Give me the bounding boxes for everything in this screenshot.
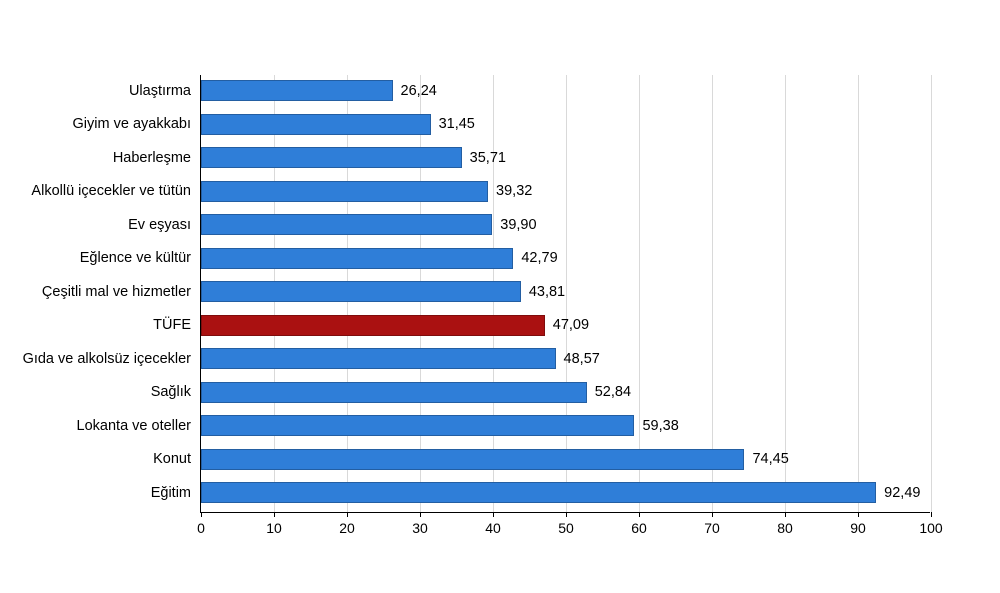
bar (201, 214, 492, 235)
x-axis-label: 100 (919, 520, 942, 536)
x-axis-label: 70 (704, 520, 720, 536)
x-axis-label: 80 (777, 520, 793, 536)
category-label: Ev eşyası (128, 217, 191, 233)
gridline (785, 75, 786, 512)
bar (201, 348, 556, 369)
x-axis-label: 30 (412, 520, 428, 536)
value-label: 59,38 (642, 418, 678, 434)
x-axis-label: 10 (266, 520, 282, 536)
x-axis-label: 0 (197, 520, 205, 536)
x-tick (420, 512, 421, 517)
x-axis-label: 40 (485, 520, 501, 536)
bar (201, 281, 521, 302)
value-label: 48,57 (564, 351, 600, 367)
value-label: 52,84 (595, 384, 631, 400)
x-axis-label: 60 (631, 520, 647, 536)
value-label: 39,90 (500, 217, 536, 233)
x-tick (712, 512, 713, 517)
category-label: Konut (153, 451, 191, 467)
x-tick (201, 512, 202, 517)
plot-area: 0102030405060708090100Ulaştırma26,24Giyi… (200, 75, 930, 513)
bar (201, 482, 876, 503)
bar (201, 147, 462, 168)
gridline (858, 75, 859, 512)
x-tick (931, 512, 932, 517)
x-tick (493, 512, 494, 517)
bar (201, 315, 545, 336)
value-label: 47,09 (553, 317, 589, 333)
value-label: 35,71 (470, 150, 506, 166)
x-tick (858, 512, 859, 517)
bar (201, 449, 744, 470)
category-label: Alkollü içecekler ve tütün (31, 183, 191, 199)
category-label: Çeşitli mal ve hizmetler (42, 284, 191, 300)
x-axis-label: 50 (558, 520, 574, 536)
x-tick (566, 512, 567, 517)
x-tick (785, 512, 786, 517)
x-tick (639, 512, 640, 517)
x-axis-label: 20 (339, 520, 355, 536)
bar (201, 80, 393, 101)
bar (201, 114, 431, 135)
bar (201, 181, 488, 202)
value-label: 31,45 (439, 116, 475, 132)
category-label: Gıda ve alkolsüz içecekler (23, 351, 191, 367)
value-label: 92,49 (884, 485, 920, 501)
category-label: Eğitim (151, 485, 191, 501)
gridline (931, 75, 932, 512)
value-label: 74,45 (752, 451, 788, 467)
category-label: Eğlence ve kültür (80, 250, 191, 266)
x-tick (274, 512, 275, 517)
value-label: 26,24 (401, 83, 437, 99)
x-tick (347, 512, 348, 517)
value-label: 39,32 (496, 183, 532, 199)
gridline (712, 75, 713, 512)
category-label: Ulaştırma (129, 83, 191, 99)
gridline (639, 75, 640, 512)
category-label: Haberleşme (113, 150, 191, 166)
category-label: Lokanta ve oteller (77, 418, 191, 434)
value-label: 42,79 (521, 250, 557, 266)
horizontal-bar-chart: 0 10 20 30 40 50 60 70 80 90 100 Ulaştırma 26,24 Giyi… (0, 0, 1000, 593)
x-axis-label: 90 (850, 520, 866, 536)
value-label: 43,81 (529, 284, 565, 300)
bar (201, 382, 587, 403)
bar (201, 415, 634, 436)
gridline (566, 75, 567, 512)
category-label: Giyim ve ayakkabı (73, 116, 191, 132)
bar (201, 248, 513, 269)
category-label: Sağlık (151, 384, 191, 400)
category-label: TÜFE (153, 317, 191, 333)
